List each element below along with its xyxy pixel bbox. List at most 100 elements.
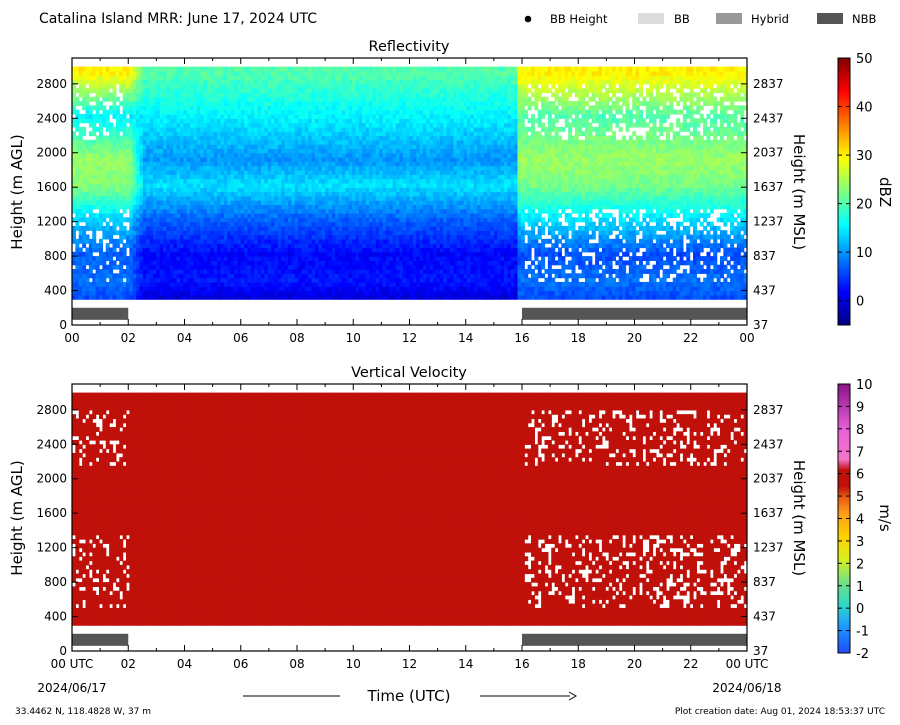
heatmap-cell: [267, 247, 272, 253]
heatmap-cell: [277, 269, 282, 274]
heatmap-cell: [207, 221, 211, 227]
heatmap-cell: [183, 230, 188, 236]
heatmap-cell: [264, 269, 269, 274]
heatmap-cell: [139, 144, 144, 150]
heatmap-cell: [149, 131, 154, 137]
heatmap-cell: [169, 225, 174, 231]
heatmap-cell: [153, 165, 157, 171]
heatmap-cell: [126, 182, 130, 188]
heatmap-cell: [210, 178, 215, 184]
heatmap-cell: [115, 131, 120, 137]
heatmap-cell: [203, 92, 208, 98]
heatmap-cell: [166, 234, 171, 240]
heatmap-cell: [129, 139, 134, 145]
heatmap-cell: [129, 161, 134, 167]
heatmap-cell: [244, 66, 249, 72]
heatmap-cell: [176, 79, 181, 85]
heatmap-cell: [166, 251, 171, 257]
heatmap-cell: [126, 269, 130, 274]
heatmap-cell: [190, 260, 195, 266]
heatmap-cell: [136, 174, 141, 180]
heatmap-cell: [234, 169, 238, 175]
heatmap-cell: [119, 286, 124, 292]
heatmap-cell: [95, 191, 100, 197]
heatmap-cell: [180, 221, 184, 227]
heatmap-cell: [163, 70, 168, 76]
heatmap-cell: [99, 187, 103, 193]
heatmap-cell: [95, 70, 100, 76]
heatmap-cell: [105, 200, 110, 206]
heatmap-cell: [230, 122, 235, 128]
heatmap-cell: [132, 83, 137, 89]
heatmap-cell: [102, 260, 107, 266]
heatmap-cell: [105, 148, 110, 154]
heatmap-cell: [119, 230, 124, 236]
heatmap-cell: [146, 144, 151, 150]
heatmap-cell: [227, 157, 232, 162]
heatmap-cell: [261, 187, 265, 193]
heatmap-cell: [254, 256, 259, 262]
heatmap-cell: [247, 256, 252, 262]
heatmap-cell: [267, 79, 272, 85]
heatmap-cell: [136, 92, 141, 98]
heatmap-cell: [183, 281, 188, 287]
heatmap-cell: [85, 178, 90, 184]
heatmap-cell: [146, 148, 151, 154]
heatmap-cell: [75, 148, 80, 154]
heatmap-cell: [129, 109, 134, 115]
heatmap-cell: [196, 122, 201, 128]
heatmap-cell: [237, 294, 242, 300]
heatmap-cell: [180, 290, 184, 296]
heatmap-cell: [217, 178, 222, 184]
heatmap-cell: [139, 191, 144, 197]
heatmap-cell: [244, 247, 249, 253]
heatmap-cell: [183, 251, 188, 257]
heatmap-cell: [169, 204, 174, 210]
heatmap-cell: [213, 238, 218, 244]
heatmap-cell: [132, 118, 137, 124]
heatmap-cell: [186, 269, 191, 274]
heatmap-cell: [257, 113, 262, 119]
heatmap-cell: [82, 139, 87, 145]
heatmap-cell: [95, 152, 100, 158]
heatmap-cell: [146, 273, 151, 279]
heatmap-cell: [132, 144, 137, 150]
heatmap-cell: [105, 290, 110, 296]
heatmap-cell: [166, 148, 171, 154]
heatmap-cell: [88, 290, 93, 296]
heatmap-cell: [173, 126, 178, 132]
heatmap-cell: [166, 161, 171, 167]
heatmap-cell: [115, 75, 120, 81]
heatmap-cell: [99, 195, 103, 201]
heatmap-cell: [129, 157, 134, 162]
heatmap-cell: [92, 66, 97, 72]
heatmap-cell: [220, 118, 225, 124]
heatmap-cell: [217, 225, 222, 231]
heatmap-cell: [203, 105, 208, 111]
heatmap-cell: [126, 281, 130, 287]
heatmap-cell: [237, 144, 242, 150]
heatmap-cell: [213, 281, 218, 287]
heatmap-cell: [119, 269, 124, 274]
heatmap-cell: [102, 152, 107, 158]
heatmap-cell: [122, 126, 127, 132]
heatmap-cell: [180, 277, 184, 283]
heatmap-cell: [264, 277, 269, 283]
heatmap-cell: [213, 234, 218, 240]
heatmap-cell: [99, 83, 103, 89]
heatmap-cell: [227, 122, 232, 128]
heatmap-cell: [115, 135, 120, 141]
heatmap-cell: [109, 281, 114, 287]
heatmap-cell: [85, 294, 90, 300]
heatmap-cell: [119, 79, 124, 85]
heatmap-cell: [264, 238, 269, 244]
heatmap-cell: [261, 96, 265, 102]
heatmap-cell: [186, 152, 191, 158]
heatmap-cell: [166, 213, 171, 218]
heatmap-cell: [85, 101, 90, 106]
heatmap-cell: [240, 208, 245, 214]
heatmap-cell: [196, 178, 201, 184]
heatmap-cell: [136, 191, 141, 197]
heatmap-cell: [207, 135, 211, 141]
heatmap-cell: [109, 269, 114, 274]
